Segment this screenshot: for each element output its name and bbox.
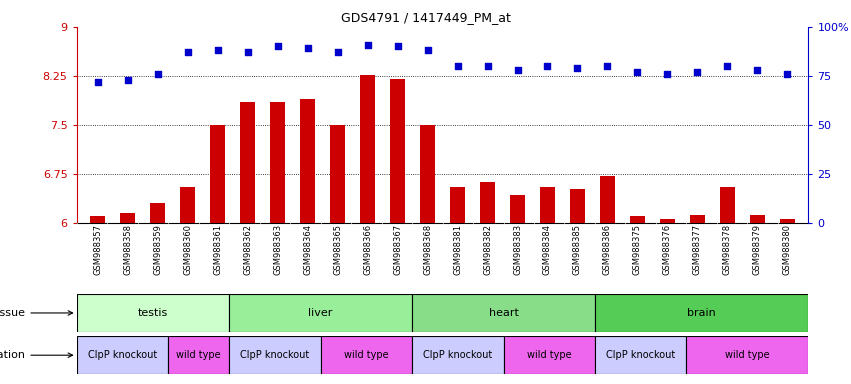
Bar [330, 125, 345, 223]
Point [300, 45, 314, 51]
Text: ClpP knockout: ClpP knockout [606, 350, 676, 360]
Point [481, 63, 494, 69]
Text: heart: heart [488, 308, 518, 318]
Bar [168, 336, 229, 374]
Point [391, 43, 404, 50]
Bar [240, 102, 255, 223]
Text: wild type: wild type [176, 350, 221, 360]
Point [151, 71, 164, 77]
Bar [690, 215, 705, 223]
Point [660, 71, 674, 77]
Point [631, 69, 644, 75]
Bar [630, 216, 645, 223]
Point [721, 63, 734, 69]
Point [601, 63, 614, 69]
Text: wild type: wild type [527, 350, 572, 360]
Bar [480, 182, 495, 223]
Bar [229, 294, 412, 332]
Point [511, 67, 524, 73]
Bar [77, 294, 229, 332]
Bar [660, 220, 675, 223]
Text: ClpP knockout: ClpP knockout [240, 350, 310, 360]
Bar [412, 294, 595, 332]
Bar [77, 336, 168, 374]
Bar [720, 187, 735, 223]
Text: liver: liver [308, 308, 333, 318]
Point [420, 47, 434, 53]
Bar [595, 336, 687, 374]
Bar [570, 189, 585, 223]
Bar [504, 336, 595, 374]
Text: ClpP knockout: ClpP knockout [88, 350, 157, 360]
Bar [321, 336, 412, 374]
Point [331, 49, 345, 55]
Point [180, 49, 194, 55]
Point [211, 47, 225, 53]
Bar [120, 213, 135, 223]
Text: wild type: wild type [344, 350, 389, 360]
Point [271, 43, 284, 50]
Text: GDS4791 / 1417449_PM_at: GDS4791 / 1417449_PM_at [340, 12, 511, 25]
Point [691, 69, 705, 75]
Point [91, 79, 105, 85]
Bar [420, 125, 435, 223]
Bar [780, 220, 795, 223]
Bar [270, 102, 285, 223]
Bar [300, 99, 315, 223]
Bar [510, 195, 525, 223]
Bar [210, 125, 225, 223]
Bar [360, 74, 375, 223]
Point [751, 67, 764, 73]
Bar [412, 336, 504, 374]
Point [121, 77, 134, 83]
Text: wild type: wild type [725, 350, 770, 360]
Bar [750, 215, 765, 223]
Bar [687, 336, 808, 374]
Text: brain: brain [688, 308, 716, 318]
Bar [229, 336, 321, 374]
Bar [540, 187, 555, 223]
Bar [150, 203, 165, 223]
Bar [180, 187, 195, 223]
Bar [390, 79, 405, 223]
Point [571, 65, 585, 71]
Text: testis: testis [138, 308, 168, 318]
Bar [450, 187, 465, 223]
Text: ClpP knockout: ClpP knockout [423, 350, 493, 360]
Bar [90, 216, 105, 223]
Text: genotype/variation: genotype/variation [0, 350, 72, 360]
Bar [595, 294, 808, 332]
Point [540, 63, 554, 69]
Bar [600, 176, 615, 223]
Point [361, 41, 374, 48]
Point [451, 63, 465, 69]
Point [780, 71, 794, 77]
Point [241, 49, 254, 55]
Text: tissue: tissue [0, 308, 72, 318]
